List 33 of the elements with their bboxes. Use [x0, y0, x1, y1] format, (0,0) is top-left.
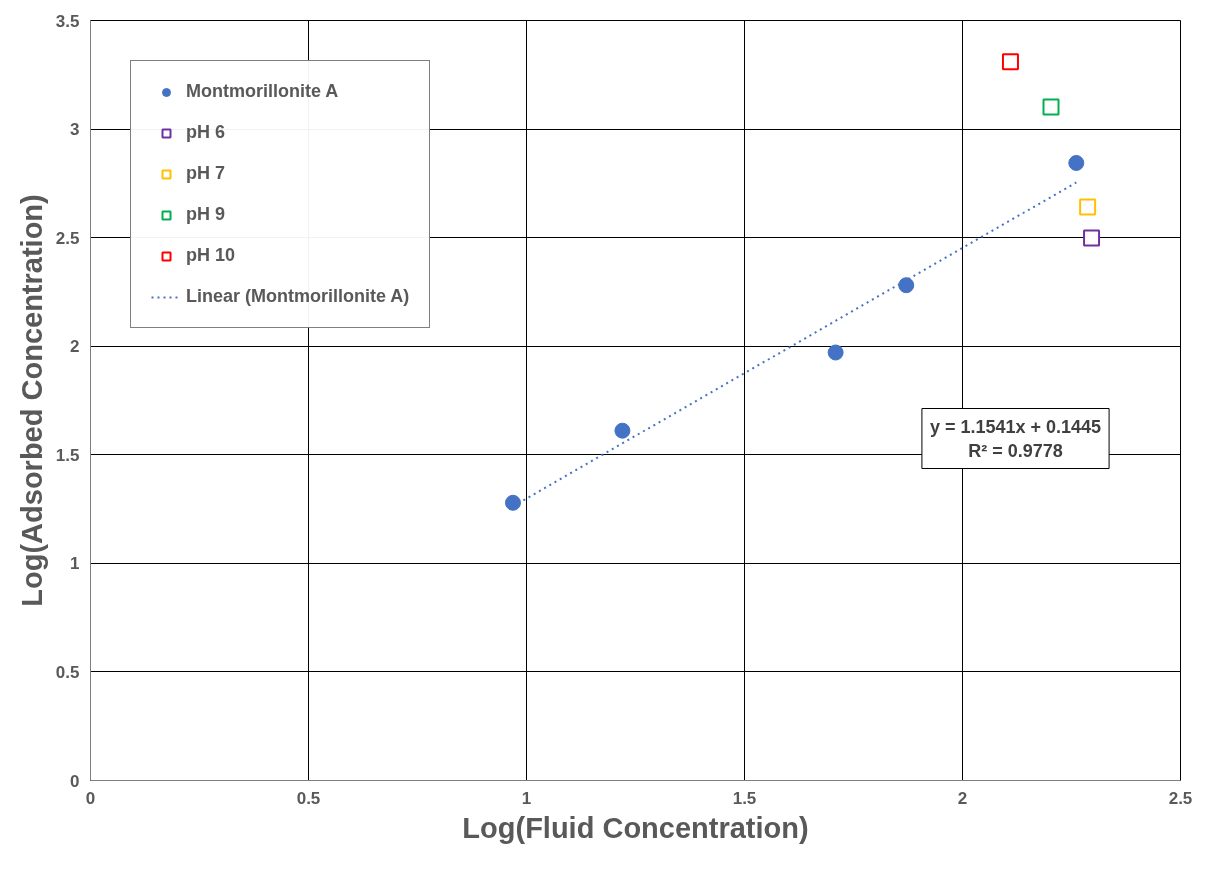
- y-tick-label: 2: [70, 337, 80, 357]
- legend-label: pH 10: [186, 245, 236, 266]
- legend-label: pH 7: [186, 163, 226, 184]
- legend-label: pH 9: [186, 204, 226, 225]
- point: [1068, 154, 1085, 171]
- y-axis-title: Log(Adsorbed Concentration): [15, 194, 48, 607]
- x-tick-label: 2.5: [1168, 788, 1193, 808]
- x-axis-title: Log(Fluid Concentration): [462, 811, 809, 844]
- point: [504, 494, 521, 511]
- y-tick-label: 1: [70, 554, 80, 574]
- y-tick-label: 1.5: [55, 445, 80, 465]
- x-tick-label: 0: [85, 788, 96, 808]
- point: [1001, 53, 1019, 71]
- point: [827, 344, 844, 361]
- y-tick-label: 0.5: [55, 662, 80, 682]
- annotation: y = 1.1541x + 0.1445: [929, 416, 1102, 437]
- point: [1083, 229, 1101, 247]
- y-tick-label: 0: [70, 771, 80, 791]
- x-tick-label: 1.5: [732, 788, 757, 808]
- x-tick-label: 1: [521, 788, 532, 808]
- y-tick-label: 3: [70, 120, 80, 140]
- legend-label: pH 6: [186, 122, 226, 143]
- y-tick-label: 3.5: [55, 11, 80, 31]
- annotation: R² = 0.9778: [968, 440, 1063, 461]
- x-tick-label: 2: [957, 788, 968, 808]
- x-tick-label: 0.5: [296, 788, 321, 808]
- point: [614, 422, 631, 439]
- legend-label: Montmorillonite A: [186, 81, 339, 102]
- legend-label: Linear (Montmorillonite A): [186, 286, 410, 307]
- y-tick-label: 2.5: [55, 228, 80, 248]
- point: [898, 277, 915, 294]
- point: [1079, 198, 1097, 216]
- point: [1042, 98, 1060, 116]
